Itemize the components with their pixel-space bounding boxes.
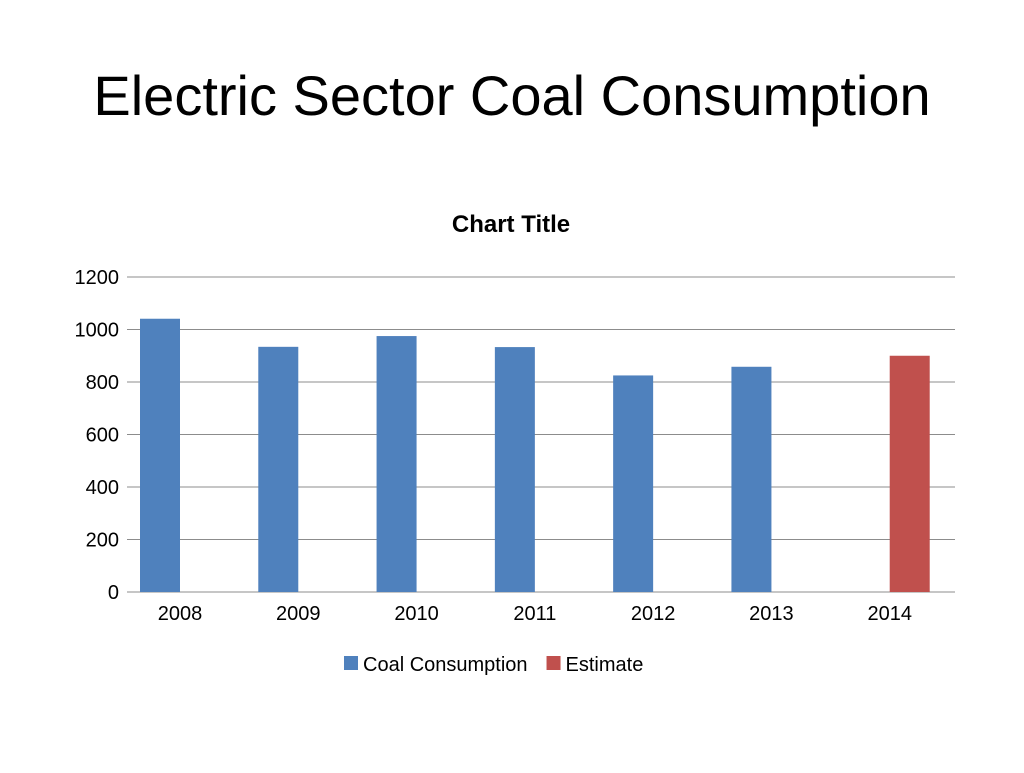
x-tick-label: 2013 — [749, 603, 794, 625]
chart-title: Chart Title — [452, 211, 570, 238]
slide-title: Electric Sector Coal Consumption — [93, 64, 931, 127]
bar-coal-consumption-2008 — [140, 318, 180, 592]
y-tick-label: 200 — [86, 530, 119, 552]
y-tick-label: 1000 — [75, 320, 120, 342]
legend: Coal Consumption Estimate — [344, 654, 643, 676]
legend-swatch — [344, 656, 358, 670]
tick-labels: 0 200 400 600 800 1000 1200 2008 2009 2010 2011 201… — [75, 267, 912, 625]
bar-estimate-2014 — [889, 355, 930, 592]
y-tick-label: 1200 — [75, 267, 120, 289]
legend-label: Coal Consumption — [363, 654, 528, 676]
y-tick-label: 400 — [86, 477, 119, 499]
gridlines — [127, 276, 955, 540]
x-tick-label: 2008 — [158, 603, 203, 625]
x-tick-label: 2009 — [276, 603, 321, 625]
bar-coal-consumption-2013 — [731, 366, 772, 592]
bars — [140, 318, 930, 592]
legend-swatch — [546, 656, 561, 670]
x-tick-label: 2014 — [867, 603, 912, 625]
bar-coal-consumption-2009 — [258, 346, 299, 592]
bar-coal-consumption-2011 — [494, 347, 535, 592]
y-tick-label: 800 — [86, 372, 119, 394]
bar-coal-consumption-2010 — [376, 336, 417, 592]
x-tick-label: 2010 — [394, 603, 439, 625]
x-tick-label: 2011 — [513, 603, 556, 625]
legend-label: Estimate — [566, 654, 644, 676]
y-tick-label: 600 — [86, 425, 119, 447]
bar-coal-consumption-2012 — [613, 375, 654, 592]
y-tick-label: 0 — [108, 582, 119, 604]
x-tick-label: 2012 — [631, 603, 676, 625]
